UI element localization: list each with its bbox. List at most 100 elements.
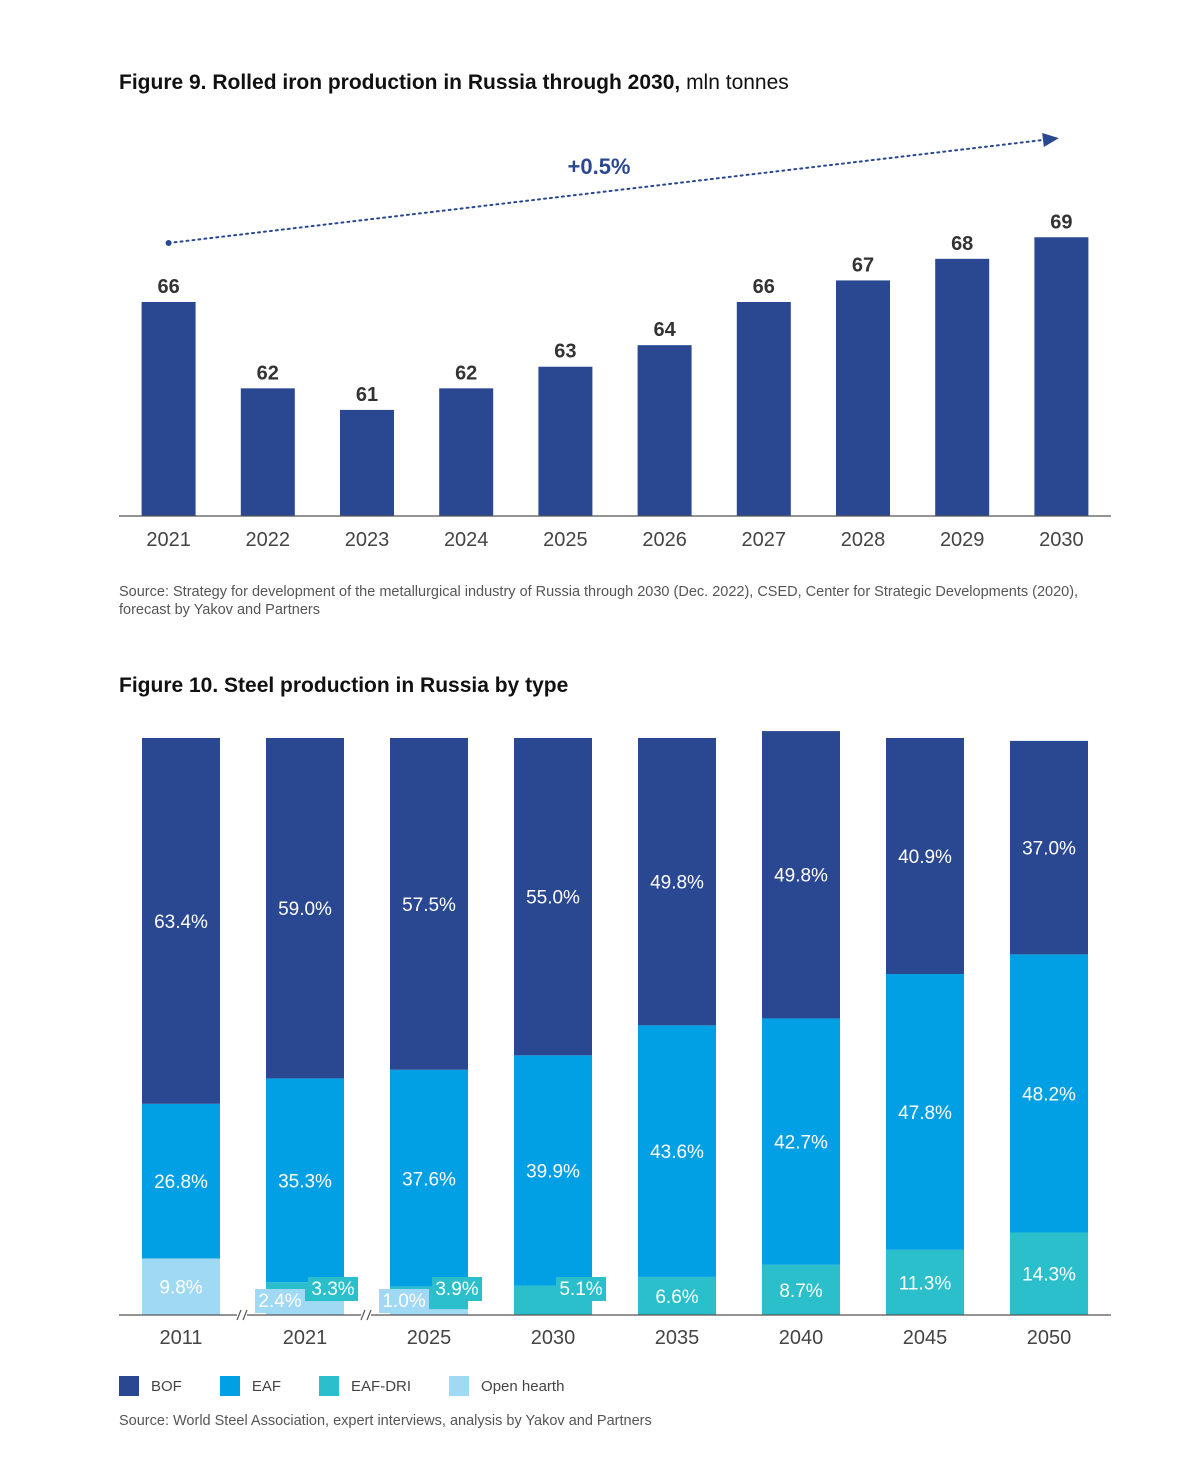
bar-2030 — [1034, 237, 1089, 516]
segment-callout-box — [255, 1289, 305, 1313]
figure-10-legend: BOF EAF EAF-DRI Open hearth — [119, 1376, 602, 1396]
segment-value-label: 39.9% — [526, 1161, 580, 1182]
segment-bof-2021 — [266, 738, 344, 1079]
segment-eaf_dri-2050 — [1010, 1232, 1088, 1315]
segment-bof-2050 — [1010, 740, 1088, 955]
segment-callout-box — [556, 1277, 606, 1301]
legend-swatch-bof — [119, 1376, 139, 1396]
segment-value-label: 11.3% — [899, 1273, 952, 1294]
figure-10-title: Figure 10. Steel production in Russia by… — [119, 674, 569, 697]
legend-swatch-eaf-dri — [319, 1376, 340, 1396]
trend-annotation: +0.5% — [568, 154, 631, 179]
segment-bof-2025 — [390, 738, 468, 1070]
figure-9-title-unit: mln tonnes — [686, 71, 789, 94]
segment-value-label: 8.7% — [779, 1281, 822, 1302]
segment-bof-2040 — [762, 731, 840, 1019]
x-tick-label: 2024 — [444, 529, 489, 551]
legend-label-eaf: EAF — [251, 1377, 282, 1395]
bar-2028 — [836, 280, 890, 516]
segment-bof-2045 — [886, 738, 964, 974]
x-tick-label: 2025 — [407, 1327, 452, 1349]
legend-item-eaf-dri: EAF-DRI — [319, 1376, 411, 1396]
x-tick-label: 2030 — [531, 1327, 576, 1349]
legend-item-open-hearth: Open hearth — [449, 1376, 564, 1396]
segment-value-label: 47.8% — [898, 1103, 952, 1124]
x-tick-label: 2035 — [655, 1327, 700, 1349]
bar-2021 — [141, 302, 196, 516]
trend-line — [167, 139, 1044, 244]
x-tick-label: 2021 — [146, 529, 191, 551]
x-tick-label: 2026 — [642, 529, 687, 551]
rolled-iron-bar-chart: 66 2021 62 2022 61 2023 62 2024 63 2025 64 2026 66 20… — [119, 133, 1111, 551]
segment-value-label: 1.0% — [382, 1291, 425, 1312]
segment-value-label: 35.3% — [278, 1171, 332, 1192]
legend-swatch-eaf — [219, 1376, 240, 1396]
segment-value-label: 14.3% — [1022, 1265, 1076, 1286]
segment-eaf_dri-2045 — [886, 1249, 964, 1315]
segment-eaf-2040 — [762, 1018, 840, 1265]
segment-value-label: 49.8% — [650, 873, 704, 894]
x-tick-label: 2023 — [345, 529, 390, 551]
segment-value-label: 5.1% — [559, 1279, 602, 1300]
segment-value-label: 42.7% — [774, 1133, 828, 1154]
bar-2023 — [340, 409, 394, 516]
segment-callout-box — [308, 1277, 358, 1301]
segment-bof-2011 — [142, 738, 220, 1104]
segment-value-label: 59.0% — [278, 899, 332, 920]
segment-value-label: 49.8% — [774, 866, 828, 887]
segment-value-label: 26.8% — [154, 1172, 208, 1193]
segment-value-label: 9.8% — [159, 1278, 202, 1299]
x-tick-label: 2030 — [1039, 529, 1084, 551]
bar-2025 — [538, 366, 593, 516]
x-tick-label: 2025 — [543, 529, 588, 551]
bar-value-label: 69 — [1050, 211, 1072, 233]
segment-value-label: 3.3% — [311, 1279, 354, 1300]
segment-value-label: 40.9% — [898, 847, 952, 868]
bar-value-label: 61 — [356, 384, 378, 406]
segment-eaf-2011 — [142, 1103, 220, 1259]
segment-callout-box — [379, 1289, 429, 1313]
legend-label-eaf-dri: EAF-DRI — [351, 1377, 412, 1395]
axis-break-mark — [360, 1309, 372, 1321]
figure-10-source: Source: World Steel Association, expert … — [119, 1413, 652, 1429]
segment-eaf_dri-2035 — [638, 1276, 716, 1315]
legend-label-bof: BOF — [151, 1377, 182, 1395]
x-tick-label: 2021 — [283, 1327, 328, 1349]
segment-eaf-2025 — [390, 1069, 468, 1287]
x-tick-label: 2028 — [841, 529, 886, 551]
bar-2024 — [439, 388, 494, 516]
x-tick-label: 2050 — [1027, 1327, 1072, 1349]
segment-value-label: 48.2% — [1022, 1084, 1076, 1105]
segment-eaf-2035 — [638, 1025, 716, 1277]
figure-9-title: Figure 9. Rolled iron production in Russ… — [119, 71, 789, 95]
segment-eaf-2030 — [514, 1055, 592, 1286]
x-tick-label: 2027 — [742, 529, 787, 551]
segment-bof-2035 — [638, 738, 716, 1026]
segment-eaf-2021 — [266, 1078, 344, 1283]
bar-value-label: 68 — [951, 233, 973, 255]
bar-value-label: 62 — [455, 362, 477, 384]
bar-value-label: 64 — [653, 319, 676, 341]
figure-9-title-text: Figure 9. Rolled iron production in Russ… — [119, 71, 681, 94]
bar-value-label: 67 — [852, 254, 874, 276]
bar-2022 — [240, 388, 295, 516]
segment-eaf-2045 — [886, 973, 964, 1250]
segment-value-label: 43.6% — [650, 1142, 704, 1163]
legend-item-bof: BOF — [119, 1376, 182, 1396]
segment-open_hearth-2011 — [142, 1258, 220, 1315]
bar-2026 — [637, 345, 692, 516]
segment-value-label: 63.4% — [154, 912, 208, 933]
segment-value-label: 2.4% — [258, 1291, 301, 1312]
x-tick-label: 2029 — [940, 529, 985, 551]
steel-production-stacked-chart: 9.8% 2.4% 1.0% 3.3% 3.9% 5.1% 6.6% 8.7% 11.3% 14.… — [119, 731, 1111, 1349]
x-tick-label: 2045 — [903, 1327, 948, 1349]
segment-value-label: 57.5% — [402, 895, 456, 916]
segment-value-label: 37.0% — [1022, 839, 1076, 860]
segment-callout-box — [432, 1277, 482, 1301]
legend-label-open-hearth: Open hearth — [481, 1377, 565, 1395]
segment-value-label: 3.9% — [435, 1279, 478, 1300]
bar-value-label: 63 — [554, 341, 576, 363]
segment-value-label: 6.6% — [655, 1287, 698, 1308]
segment-bof-2030 — [514, 738, 592, 1056]
bar-value-label: 66 — [753, 276, 775, 298]
